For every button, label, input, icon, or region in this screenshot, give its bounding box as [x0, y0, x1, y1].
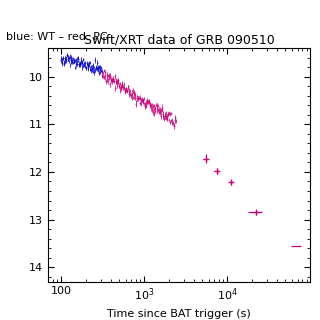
- Title: Swift/XRT data of GRB 090510: Swift/XRT data of GRB 090510: [84, 34, 275, 47]
- X-axis label: Time since BAT trigger (s): Time since BAT trigger (s): [107, 308, 251, 319]
- Text: blue: WT – red: PC: blue: WT – red: PC: [6, 32, 108, 42]
